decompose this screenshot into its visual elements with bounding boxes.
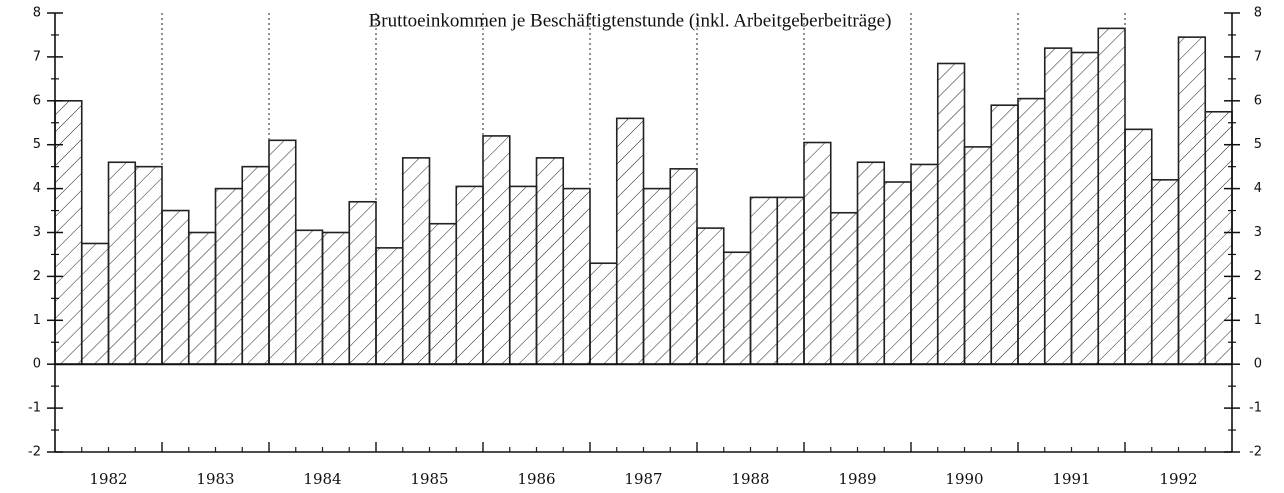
bar bbox=[829, 211, 859, 365]
y2-tick-label: 8 bbox=[1254, 6, 1262, 21]
x-tick-label: 1983 bbox=[196, 470, 234, 488]
bar bbox=[241, 165, 270, 365]
bar bbox=[1124, 128, 1153, 366]
x-tick-label: 1989 bbox=[838, 470, 876, 488]
y-tick-label: 4 bbox=[33, 181, 41, 196]
bar bbox=[214, 187, 244, 366]
bar bbox=[1043, 47, 1073, 365]
y-tick-label: 6 bbox=[33, 93, 41, 108]
x-tick-label: 1988 bbox=[731, 470, 769, 488]
bar bbox=[375, 247, 404, 366]
y-tick-label: 1 bbox=[33, 313, 41, 328]
bar bbox=[803, 141, 832, 366]
bar bbox=[910, 163, 939, 365]
y2-tick-label: 6 bbox=[1254, 93, 1262, 108]
bar bbox=[428, 222, 458, 365]
bar bbox=[134, 165, 163, 365]
y-tick-label: 2 bbox=[33, 269, 41, 284]
x-tick-label: 1982 bbox=[89, 470, 127, 488]
bar bbox=[1177, 36, 1207, 365]
y2-tick-label: 0 bbox=[1254, 357, 1262, 372]
bar bbox=[348, 200, 377, 365]
y2-tick-label: 1 bbox=[1254, 313, 1262, 328]
y-tick-label: 3 bbox=[33, 225, 41, 240]
bar bbox=[508, 185, 538, 365]
bar bbox=[1204, 110, 1233, 366]
y2-tick-label: 2 bbox=[1254, 269, 1262, 284]
bar bbox=[642, 187, 672, 366]
bar bbox=[1070, 51, 1100, 366]
bar bbox=[80, 242, 110, 366]
bar bbox=[455, 185, 484, 365]
chart-title: Bruttoeinkommen je Beschäftigtenstunde (… bbox=[369, 10, 892, 31]
x-tick-label: 1986 bbox=[517, 470, 555, 488]
y2-tick-label: 7 bbox=[1254, 49, 1262, 64]
bar bbox=[321, 231, 351, 365]
y-tick-label: 7 bbox=[33, 49, 41, 64]
bar bbox=[268, 139, 297, 365]
bar bbox=[615, 117, 645, 365]
y2-tick-label: 5 bbox=[1254, 137, 1262, 152]
bar bbox=[535, 157, 565, 365]
x-tick-label: 1987 bbox=[624, 470, 662, 488]
bar bbox=[1150, 179, 1180, 366]
bar bbox=[482, 135, 511, 365]
y-tick-label: 5 bbox=[33, 137, 41, 152]
bar bbox=[776, 196, 805, 366]
bar bbox=[883, 181, 912, 365]
y-tick-label: 8 bbox=[33, 6, 41, 21]
bar bbox=[963, 146, 993, 365]
y-tick-label: 0 bbox=[33, 357, 41, 372]
bar bbox=[936, 62, 966, 365]
y2-tick-label: 4 bbox=[1254, 181, 1262, 196]
bar bbox=[1097, 27, 1126, 365]
y2-tick-label: 3 bbox=[1254, 225, 1262, 240]
bar bbox=[669, 168, 698, 365]
bar bbox=[696, 227, 725, 365]
bar bbox=[856, 161, 886, 365]
y2-tick-label: -2 bbox=[1249, 445, 1262, 460]
x-tick-label: 1992 bbox=[1159, 470, 1197, 488]
x-tick-label: 1984 bbox=[303, 470, 341, 488]
bar bbox=[187, 231, 217, 365]
bar bbox=[990, 104, 1019, 366]
bar bbox=[294, 229, 324, 365]
x-tick-label: 1985 bbox=[410, 470, 448, 488]
y2-tick-label: -1 bbox=[1249, 401, 1262, 416]
bar bbox=[1017, 97, 1046, 366]
x-tick-label: 1991 bbox=[1052, 470, 1090, 488]
bar bbox=[749, 196, 779, 366]
y-tick-label: -2 bbox=[28, 445, 41, 460]
bar bbox=[107, 161, 137, 365]
bar bbox=[589, 262, 618, 366]
bar bbox=[562, 187, 591, 366]
x-tick-label: 1990 bbox=[945, 470, 983, 488]
bar bbox=[722, 251, 752, 366]
bar bbox=[401, 157, 431, 365]
y-tick-label: -1 bbox=[28, 401, 41, 416]
bar bbox=[161, 209, 190, 365]
